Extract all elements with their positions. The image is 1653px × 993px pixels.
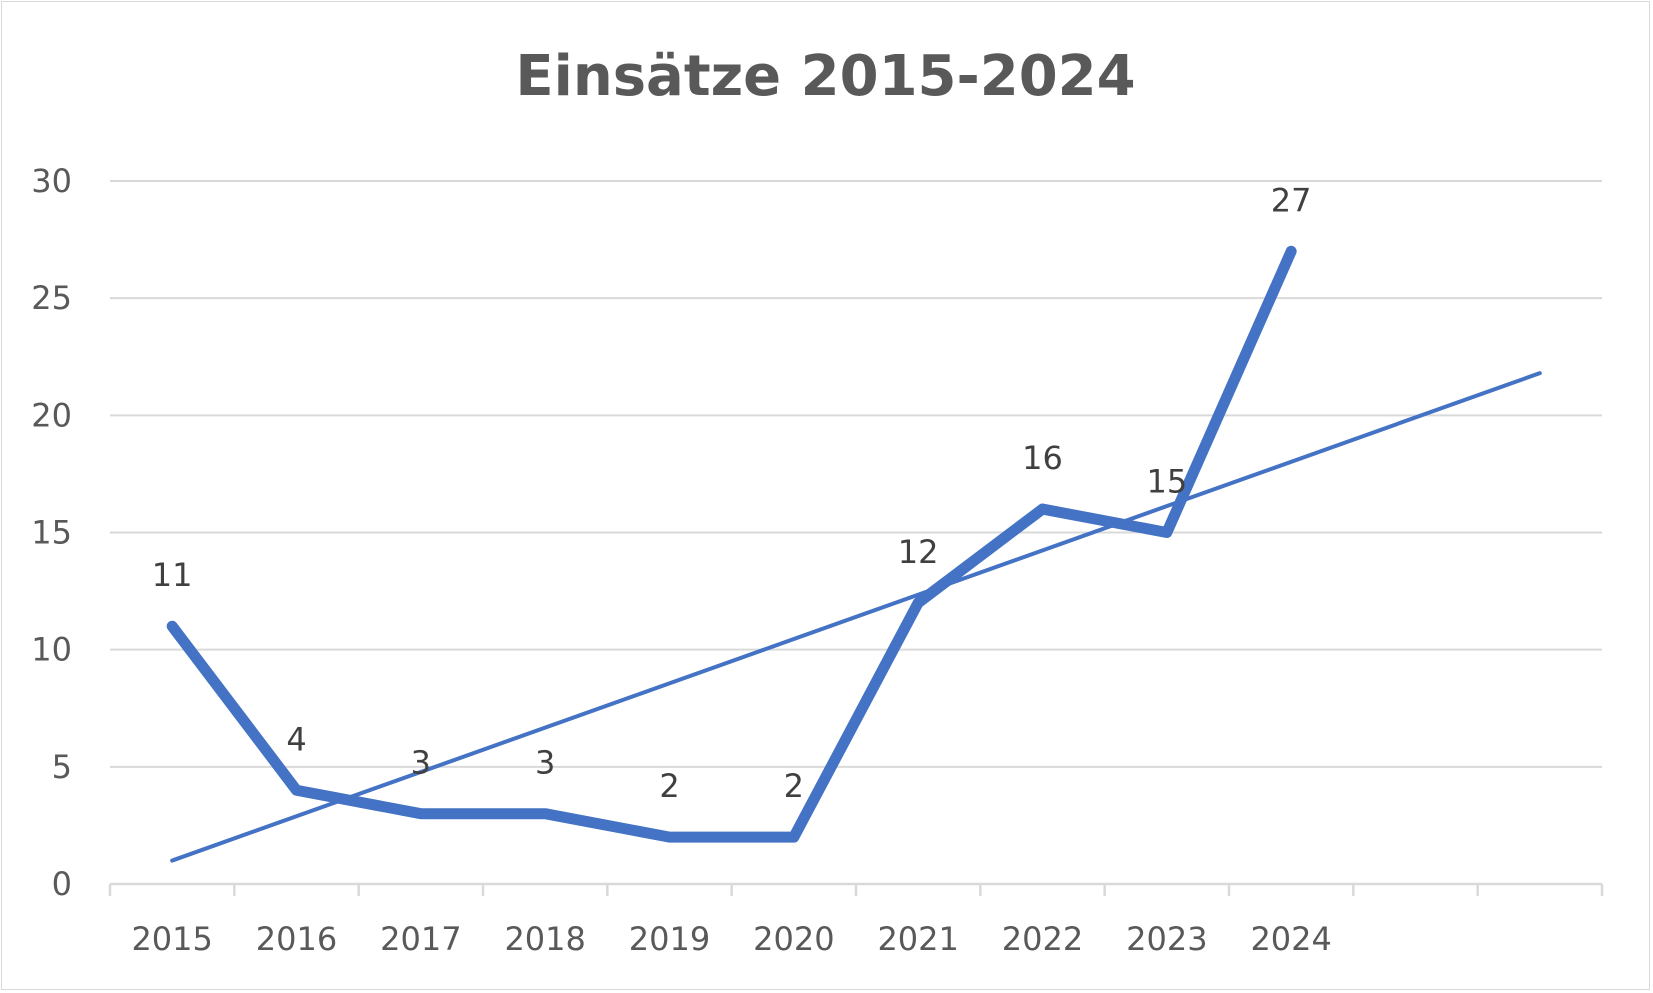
data-label: 15 [1146, 463, 1187, 501]
x-tick-label: 2022 [1002, 920, 1083, 958]
data-label: 3 [411, 744, 431, 782]
x-tick-label: 2023 [1126, 920, 1207, 958]
y-tick-label: 20 [31, 396, 72, 434]
y-tick-label: 15 [31, 514, 72, 552]
series-line [166, 245, 1297, 843]
y-tick-label: 30 [31, 162, 72, 200]
y-tick-label: 25 [31, 279, 72, 317]
chart-title: Einsätze 2015-2024 [515, 44, 1136, 109]
x-tick-label: 2015 [131, 920, 212, 958]
data-label: 16 [1022, 439, 1063, 477]
trendline [170, 371, 1542, 863]
data-label: 27 [1271, 181, 1312, 219]
y-tick-label: 0 [52, 865, 72, 903]
data-label: 3 [535, 744, 555, 782]
x-tick-label: 2020 [753, 920, 834, 958]
data-label: 2 [659, 767, 679, 805]
x-tick-label: 2021 [877, 920, 958, 958]
x-tick-label: 2016 [256, 920, 337, 958]
x-tick-label: 2017 [380, 920, 461, 958]
x-tick-label: 2018 [504, 920, 585, 958]
y-tick-label: 10 [31, 631, 72, 669]
x-tick-label: 2019 [629, 920, 710, 958]
data-label: 4 [286, 720, 306, 758]
x-tick-label: 2024 [1250, 920, 1331, 958]
data-label: 11 [152, 556, 193, 594]
data-label: 2 [784, 767, 804, 805]
data-label: 12 [898, 533, 939, 571]
y-tick-label: 5 [52, 748, 72, 786]
